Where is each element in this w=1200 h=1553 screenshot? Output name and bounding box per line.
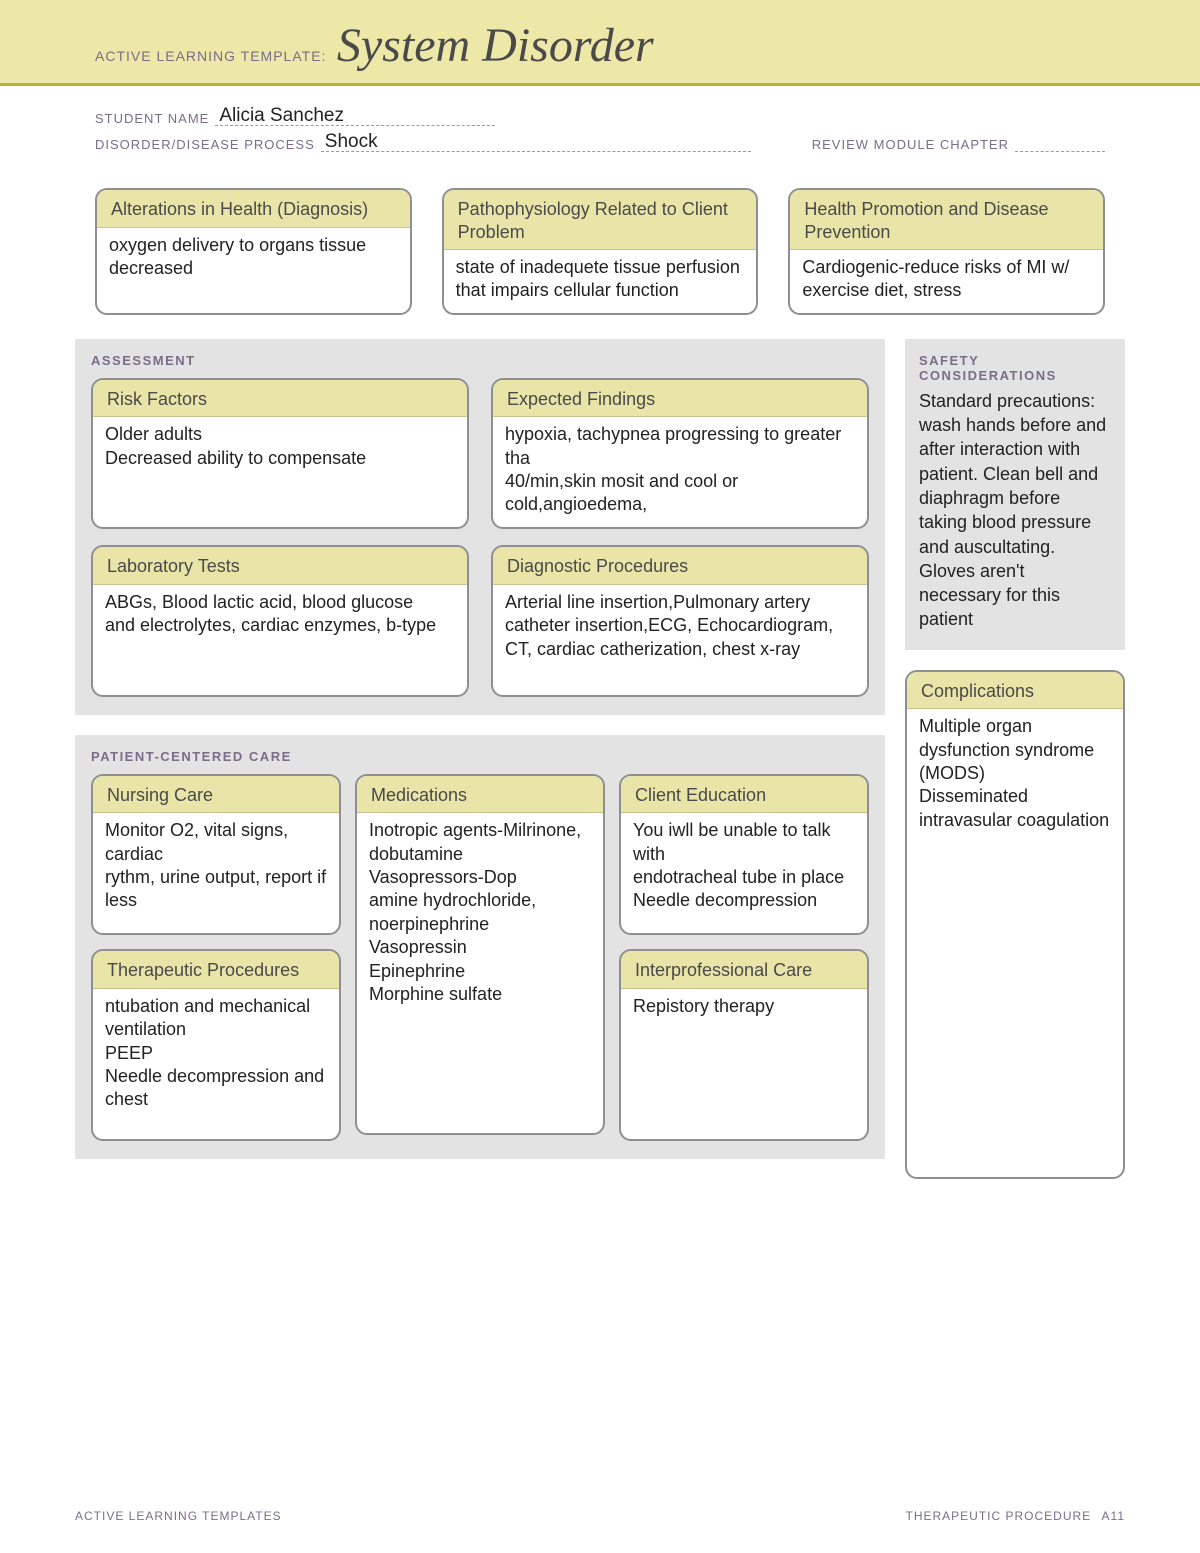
card-head: Health Promotion and Disease Prevention	[790, 190, 1103, 250]
student-name-value: Alicia Sanchez	[215, 106, 495, 126]
card-body: Monitor O2, vital signs, cardiac rythm, …	[93, 813, 339, 933]
card-body: Multiple organ dysfunction syndrome (MOD…	[907, 709, 1123, 1069]
card-laboratory-tests: Laboratory Tests ABGs, Blood lactic acid…	[91, 545, 469, 697]
disorder-label: DISORDER/DISEASE PROCESS	[95, 137, 315, 152]
footer: ACTIVE LEARNING TEMPLATES THERAPEUTIC PR…	[0, 1509, 1200, 1523]
chapter-label: REVIEW MODULE CHAPTER	[812, 137, 1009, 152]
student-name-label: STUDENT NAME	[95, 111, 209, 126]
card-body: Arterial line insertion,Pulmonary artery…	[493, 585, 867, 695]
card-body: oxygen delivery to organs tissue decreas…	[97, 228, 410, 291]
card-head: Diagnostic Procedures	[493, 547, 867, 585]
card-body: You iwll be unable to talk with endotrac…	[621, 813, 867, 933]
pcc-section: PATIENT-CENTERED CARE Nursing Care Monit…	[75, 735, 885, 1159]
card-client-education: Client Education You iwll be unable to t…	[619, 774, 869, 936]
top-row: Alterations in Health (Diagnosis) oxygen…	[75, 188, 1125, 315]
pcc-col-3: Client Education You iwll be unable to t…	[619, 774, 869, 1141]
card-body: Repistory therapy	[621, 989, 867, 1139]
card-nursing-care: Nursing Care Monitor O2, vital signs, ca…	[91, 774, 341, 936]
card-expected-findings: Expected Findings hypoxia, tachypnea pro…	[491, 378, 869, 530]
card-health-promotion: Health Promotion and Disease Prevention …	[788, 188, 1105, 315]
footer-code: A11	[1102, 1509, 1125, 1523]
chapter-field: REVIEW MODULE CHAPTER	[812, 136, 1105, 152]
card-body: ABGs, Blood lactic acid, blood glucose a…	[93, 585, 467, 695]
card-head: Client Education	[621, 776, 867, 814]
disorder-field: DISORDER/DISEASE PROCESS Shock	[95, 132, 751, 152]
card-head: Laboratory Tests	[93, 547, 467, 585]
card-head: Alterations in Health (Diagnosis)	[97, 190, 410, 228]
card-alterations: Alterations in Health (Diagnosis) oxygen…	[95, 188, 412, 315]
main-grid: ASSESSMENT Risk Factors Older adults Dec…	[75, 339, 1125, 1179]
card-head: Interprofessional Care	[621, 951, 867, 989]
card-head: Medications	[357, 776, 603, 814]
left-column: ASSESSMENT Risk Factors Older adults Dec…	[75, 339, 885, 1179]
card-body: ntubation and mechanical ventilation PEE…	[93, 989, 339, 1139]
header-band: ACTIVE LEARNING TEMPLATE: System Disorde…	[0, 0, 1200, 86]
card-head: Nursing Care	[93, 776, 339, 814]
card-therapeutic-procedures: Therapeutic Procedures ntubation and mec…	[91, 949, 341, 1141]
card-head: Therapeutic Procedures	[93, 951, 339, 989]
footer-left: ACTIVE LEARNING TEMPLATES	[75, 1509, 282, 1523]
card-complications: Complications Multiple organ dysfunction…	[905, 670, 1125, 1179]
card-head: Expected Findings	[493, 380, 867, 418]
assessment-label: ASSESSMENT	[91, 353, 869, 368]
student-name-field: STUDENT NAME Alicia Sanchez	[95, 106, 495, 126]
card-risk-factors: Risk Factors Older adults Decreased abil…	[91, 378, 469, 530]
safety-body: Standard precautions: wash hands before …	[919, 389, 1111, 632]
page: ACTIVE LEARNING TEMPLATE: System Disorde…	[0, 0, 1200, 1553]
footer-right: THERAPEUTIC PROCEDURE A11	[906, 1509, 1126, 1523]
safety-section: SAFETY CONSIDERATIONS Standard precautio…	[905, 339, 1125, 650]
pcc-label: PATIENT-CENTERED CARE	[91, 749, 869, 764]
pcc-col-2: Medications Inotropic agents-Milrinone, …	[355, 774, 605, 1141]
card-body: Older adults Decreased ability to compen…	[93, 417, 467, 527]
footer-right-text: THERAPEUTIC PROCEDURE	[906, 1509, 1092, 1523]
card-medications: Medications Inotropic agents-Milrinone, …	[355, 774, 605, 1136]
card-body: Inotropic agents-Milrinone, dobutamine V…	[357, 813, 603, 1133]
chapter-blank	[1015, 136, 1105, 152]
meta-block: STUDENT NAME Alicia Sanchez DISORDER/DIS…	[0, 86, 1200, 168]
header-label: ACTIVE LEARNING TEMPLATE:	[95, 48, 326, 64]
card-body: hypoxia, tachypnea progressing to greate…	[493, 417, 867, 527]
safety-label: SAFETY CONSIDERATIONS	[919, 353, 1111, 383]
disorder-value: Shock	[321, 132, 751, 152]
pcc-col-1: Nursing Care Monitor O2, vital signs, ca…	[91, 774, 341, 1141]
right-column: SAFETY CONSIDERATIONS Standard precautio…	[905, 339, 1125, 1179]
card-interprofessional-care: Interprofessional Care Repistory therapy	[619, 949, 869, 1141]
content: Alterations in Health (Diagnosis) oxygen…	[0, 168, 1200, 1179]
card-head: Pathophysiology Related to Client Proble…	[444, 190, 757, 250]
card-diagnostic-procedures: Diagnostic Procedures Arterial line inse…	[491, 545, 869, 697]
card-body: Cardiogenic-reduce risks of MI w/ exerci…	[790, 250, 1103, 313]
header-title: System Disorder	[337, 19, 654, 72]
assessment-section: ASSESSMENT Risk Factors Older adults Dec…	[75, 339, 885, 715]
card-body: state of inadequete tissue perfusion tha…	[444, 250, 757, 313]
card-pathophysiology: Pathophysiology Related to Client Proble…	[442, 188, 759, 315]
card-head: Risk Factors	[93, 380, 467, 418]
card-head: Complications	[907, 672, 1123, 710]
